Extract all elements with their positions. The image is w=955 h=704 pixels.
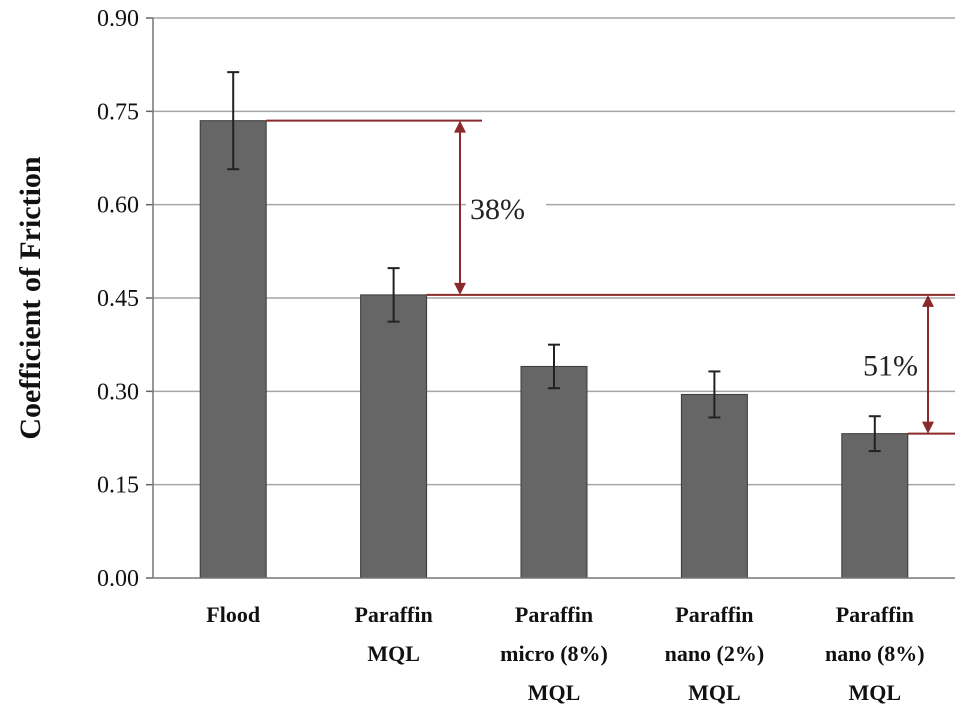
y-tick-label: 0.30 xyxy=(97,379,139,405)
category-label-line: MQL xyxy=(367,641,420,666)
category-label: Paraffin nano (8%) MQL xyxy=(825,602,925,704)
category-label-line: nano (2%) xyxy=(665,641,765,666)
arrow-51-head-bottom xyxy=(922,422,934,434)
category-label: Paraffin nano (2%) MQL xyxy=(665,602,765,704)
y-tick-label: 0.15 xyxy=(97,473,139,499)
category-label-line: Flood xyxy=(206,602,260,627)
category-label-line: micro (8%) xyxy=(500,641,608,666)
bar xyxy=(681,394,747,578)
arrow-38-head-top xyxy=(454,121,466,133)
category-label: Paraffin MQL xyxy=(354,602,432,666)
y-tick-label: 0.60 xyxy=(97,193,139,219)
category-label-line: MQL xyxy=(849,680,902,704)
annotation-label-51: 51% xyxy=(863,349,918,382)
bar xyxy=(521,366,587,578)
category-label-line: MQL xyxy=(528,680,581,704)
bar xyxy=(200,121,266,578)
arrow-51-head-top xyxy=(922,295,934,307)
bar xyxy=(842,434,908,578)
category-label: Flood xyxy=(206,602,260,627)
y-tick-label: 0.75 xyxy=(97,99,139,125)
category-label-line: MQL xyxy=(688,680,741,704)
category-label-line: Paraffin xyxy=(354,602,432,627)
category-label-line: Paraffin xyxy=(515,602,593,627)
category-label-line: Paraffin xyxy=(675,602,753,627)
annotation-label-38: 38% xyxy=(470,193,525,226)
category-label: Paraffin micro (8%) MQL xyxy=(500,602,608,704)
y-axis-title: Coefficient of Friction xyxy=(14,156,47,440)
y-tick-label: 0.90 xyxy=(97,6,139,32)
arrow-38-head-bottom xyxy=(454,283,466,295)
y-tick-label: 0.45 xyxy=(97,286,139,312)
category-label-line: nano (8%) xyxy=(825,641,925,666)
y-tick-label: 0.00 xyxy=(97,566,139,592)
category-label-line: Paraffin xyxy=(836,602,914,627)
bar xyxy=(361,295,427,578)
